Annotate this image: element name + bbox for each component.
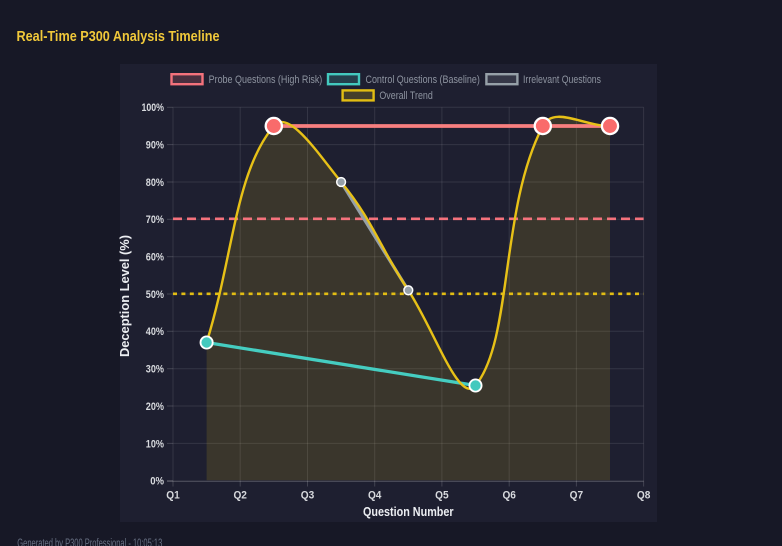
svg-text:Q7: Q7 xyxy=(570,490,584,502)
svg-text:Deception Level (%): Deception Level (%) xyxy=(118,235,132,357)
svg-text:10%: 10% xyxy=(146,438,164,450)
svg-text:70%: 70% xyxy=(146,214,164,226)
svg-text:50%: 50% xyxy=(146,289,164,301)
svg-text:Q5: Q5 xyxy=(435,490,449,502)
svg-text:Real-Time P300 Analysis Timeli: Real-Time P300 Analysis Timeline xyxy=(17,29,220,45)
svg-text:Question Number: Question Number xyxy=(363,505,454,519)
svg-text:80%: 80% xyxy=(146,177,164,189)
svg-text:Control Questions (Baseline): Control Questions (Baseline) xyxy=(366,74,480,86)
svg-text:0%: 0% xyxy=(150,476,164,488)
svg-text:60%: 60% xyxy=(146,252,164,264)
svg-text:Q4: Q4 xyxy=(368,490,382,502)
svg-text:40%: 40% xyxy=(146,326,164,338)
svg-text:Probe Questions (High Risk): Probe Questions (High Risk) xyxy=(209,74,323,86)
svg-text:Q8: Q8 xyxy=(637,490,651,502)
svg-text:Q1: Q1 xyxy=(166,490,180,502)
svg-text:90%: 90% xyxy=(146,140,164,152)
svg-text:30%: 30% xyxy=(146,364,164,376)
svg-text:Overall Trend: Overall Trend xyxy=(379,90,432,102)
svg-text:100%: 100% xyxy=(142,102,165,114)
svg-text:Q2: Q2 xyxy=(233,490,247,502)
svg-text:Generated by P300 Professional: Generated by P300 Professional - 10:05:1… xyxy=(17,538,162,546)
svg-text:Q3: Q3 xyxy=(301,490,315,502)
svg-text:Q6: Q6 xyxy=(502,490,516,502)
svg-text:Irrelevant Questions: Irrelevant Questions xyxy=(523,74,601,86)
svg-text:20%: 20% xyxy=(146,401,164,413)
